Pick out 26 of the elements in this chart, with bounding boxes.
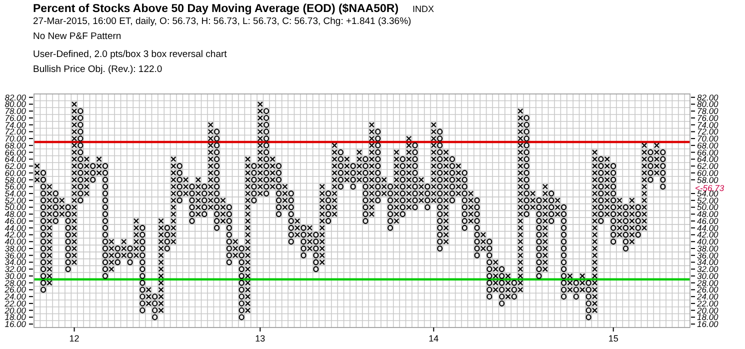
chart-subtitle: INDX (412, 4, 434, 14)
y2-tick-label: 16.00 (697, 319, 719, 330)
y2-tick-label: 32.00 (697, 264, 719, 274)
y-tick-label: 62.00 (4, 161, 26, 172)
y-tick-label: 78.00 (4, 106, 26, 116)
y-tick-label: 70.00 (4, 134, 26, 144)
x-tick-label: 13 (255, 334, 266, 344)
y-tick-label: 24.00 (4, 292, 26, 302)
text: User-Defined, 2.0 pts/box 3 box reversal chart (33, 49, 228, 60)
x-tick-label: 15 (608, 334, 618, 344)
y-tick-label: 40.00 (4, 236, 26, 247)
text: <-56.73 (695, 182, 724, 193)
y2-tick-label: 78.00 (697, 106, 719, 116)
text: 27-Mar-2015, 16:00 ET, daily, O: 56.73, H: 56.73, L: 56.73, C: 56.73, Chg: +1.841 (3.36%) (33, 16, 412, 27)
y2-tick-label: 62.00 (697, 161, 719, 172)
y-tick-label: 32.00 (4, 264, 26, 274)
y2-tick-label: 82.00 (697, 92, 719, 102)
text: Bullish Price Obj. (Rev.): 122.0 (33, 64, 162, 75)
y-tick-label: 82.00 (4, 92, 26, 102)
x-tick-label: 12 (69, 334, 80, 344)
y-tick-label: 48.00 (4, 209, 26, 220)
chart-title: Percent of Stocks Above 50 Day Moving Average (EOD) ($NAA50R) (33, 3, 399, 15)
x-tick-label: 14 (428, 334, 439, 344)
text: No New P&F Pattern (33, 31, 122, 42)
y-tick-label: 54.00 (4, 188, 26, 198)
y-tick-label: 16.00 (4, 319, 26, 330)
